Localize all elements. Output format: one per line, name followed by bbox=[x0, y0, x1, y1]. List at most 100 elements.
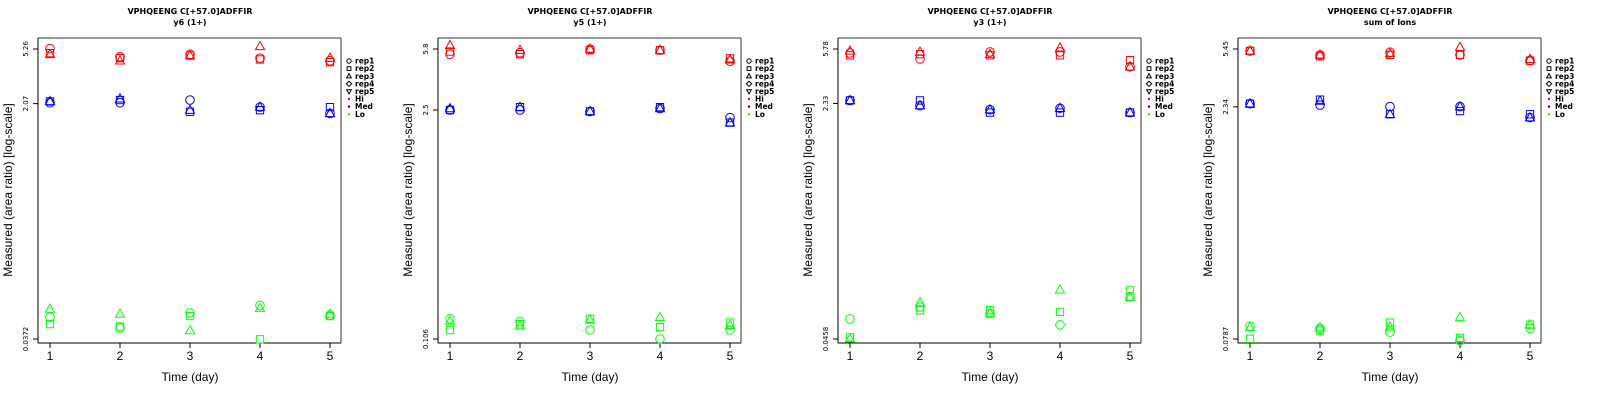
data-point bbox=[445, 325, 455, 335]
data-point bbox=[45, 312, 55, 322]
data-point bbox=[444, 39, 456, 50]
data-point bbox=[915, 96, 925, 105]
x-tick-label: 5 bbox=[1527, 349, 1534, 363]
data-point bbox=[184, 324, 196, 335]
data-point bbox=[185, 95, 195, 105]
y-tick-label: 0.106 bbox=[422, 328, 430, 349]
y-tick-label: 2.33 bbox=[822, 96, 830, 112]
data-point bbox=[1124, 106, 1136, 117]
data-point bbox=[115, 97, 125, 108]
data-point bbox=[1455, 50, 1465, 60]
data-point bbox=[984, 48, 996, 58]
data-point bbox=[654, 102, 666, 113]
legend-symbol-rep1-icon bbox=[1546, 58, 1552, 64]
legend-label: rep4 bbox=[1155, 79, 1174, 88]
legend-dot-med-icon bbox=[1147, 105, 1151, 108]
legend-dot-hi-icon bbox=[1147, 97, 1151, 101]
legend-label: Lo bbox=[355, 110, 365, 119]
data-point bbox=[114, 308, 126, 318]
legend-label: rep5 bbox=[355, 87, 374, 96]
x-tick-label: 5 bbox=[327, 349, 334, 363]
x-tick-label: 4 bbox=[257, 349, 264, 363]
data-point bbox=[1455, 335, 1465, 346]
legend-label: rep1 bbox=[755, 57, 774, 66]
data-point bbox=[1385, 327, 1395, 337]
legend-label: rep4 bbox=[1555, 79, 1574, 88]
x-tick-label: 1 bbox=[447, 349, 454, 363]
legend-dot-hi-icon bbox=[347, 97, 351, 101]
data-point bbox=[1454, 41, 1466, 51]
data-point bbox=[725, 112, 735, 123]
legend-label: rep4 bbox=[355, 79, 374, 88]
data-point bbox=[654, 44, 666, 54]
chart-subtitle: y6 (1+) bbox=[173, 18, 206, 27]
data-point bbox=[445, 47, 455, 56]
x-tick-label: 1 bbox=[847, 349, 854, 363]
x-tick-label: 3 bbox=[587, 349, 594, 363]
x-tick-label: 3 bbox=[1387, 349, 1394, 363]
data-point bbox=[985, 306, 995, 315]
data-point bbox=[254, 40, 266, 51]
data-point bbox=[1384, 108, 1396, 118]
legend-label: Lo bbox=[1555, 110, 1565, 119]
data-point bbox=[724, 116, 736, 127]
legend-symbol-rep4-icon bbox=[1145, 80, 1153, 88]
data-point bbox=[1124, 291, 1136, 301]
data-point bbox=[1314, 321, 1326, 332]
legend-symbol-rep4-icon bbox=[345, 80, 353, 88]
y-tick-label: 5.8 bbox=[422, 43, 430, 54]
data-point bbox=[254, 101, 266, 111]
data-point bbox=[1384, 320, 1396, 331]
legend-symbol-rep1-icon bbox=[1146, 58, 1152, 64]
data-point bbox=[254, 302, 266, 312]
legend-label: rep4 bbox=[755, 79, 774, 88]
y-axis-label: Measured (area ratio) [log-scale] bbox=[401, 103, 415, 276]
legend-symbol-rep5-icon bbox=[1145, 89, 1153, 95]
data-point bbox=[1244, 321, 1256, 332]
legend-symbol-rep3-icon bbox=[1545, 72, 1553, 79]
data-point bbox=[725, 325, 735, 335]
legend-label: rep2 bbox=[355, 64, 374, 73]
legend-label: Lo bbox=[1155, 110, 1165, 119]
legend-dot-hi-icon bbox=[747, 97, 751, 101]
chart-subtitle: y5 (1+) bbox=[573, 18, 606, 27]
data-point bbox=[914, 45, 926, 56]
data-point bbox=[324, 107, 336, 118]
legend-label: Med bbox=[355, 102, 373, 111]
data-point bbox=[1244, 44, 1256, 55]
chart-title: VPHQEENG C[+57.0]ADFFIR bbox=[927, 7, 1052, 16]
chart-title: VPHQEENG C[+57.0]ADFFIR bbox=[127, 7, 252, 16]
y-tick-label: 5.26 bbox=[22, 41, 30, 57]
y-tick-label: 2.34 bbox=[1222, 99, 1230, 115]
data-point bbox=[185, 308, 195, 318]
chart-panel-4: VPHQEENG C[+57.0]ADFFIR sum of Ions 0.0787… bbox=[1201, 7, 1574, 384]
data-point bbox=[444, 102, 456, 113]
legend-label: rep1 bbox=[1555, 57, 1574, 66]
y-axis-label: Measured (area ratio) [log-scale] bbox=[1, 103, 15, 276]
data-point bbox=[514, 101, 526, 111]
data-point bbox=[1525, 110, 1535, 119]
data-point bbox=[725, 56, 735, 67]
legend-label: rep2 bbox=[755, 64, 774, 73]
legend-symbol-rep2-icon bbox=[1546, 66, 1552, 71]
x-tick-label: 3 bbox=[987, 349, 994, 363]
legend-dot-lo-icon bbox=[1147, 113, 1151, 116]
data-point bbox=[1245, 334, 1255, 343]
legend-symbol-rep3-icon bbox=[345, 72, 353, 79]
data-point bbox=[44, 95, 56, 106]
data-point bbox=[1454, 311, 1466, 322]
data-point bbox=[444, 314, 456, 325]
legend-label: rep2 bbox=[1555, 64, 1574, 73]
data-point bbox=[844, 332, 856, 343]
data-point bbox=[514, 44, 526, 54]
legend-symbol-rep2-icon bbox=[346, 66, 352, 71]
data-point bbox=[114, 92, 126, 103]
legend-label: Lo bbox=[755, 110, 765, 119]
x-tick-label: 1 bbox=[1247, 349, 1254, 363]
legend-symbol-rep4-icon bbox=[745, 80, 753, 88]
legend-label: Hi bbox=[1555, 95, 1564, 104]
data-point bbox=[445, 314, 455, 324]
data-point bbox=[844, 44, 856, 55]
